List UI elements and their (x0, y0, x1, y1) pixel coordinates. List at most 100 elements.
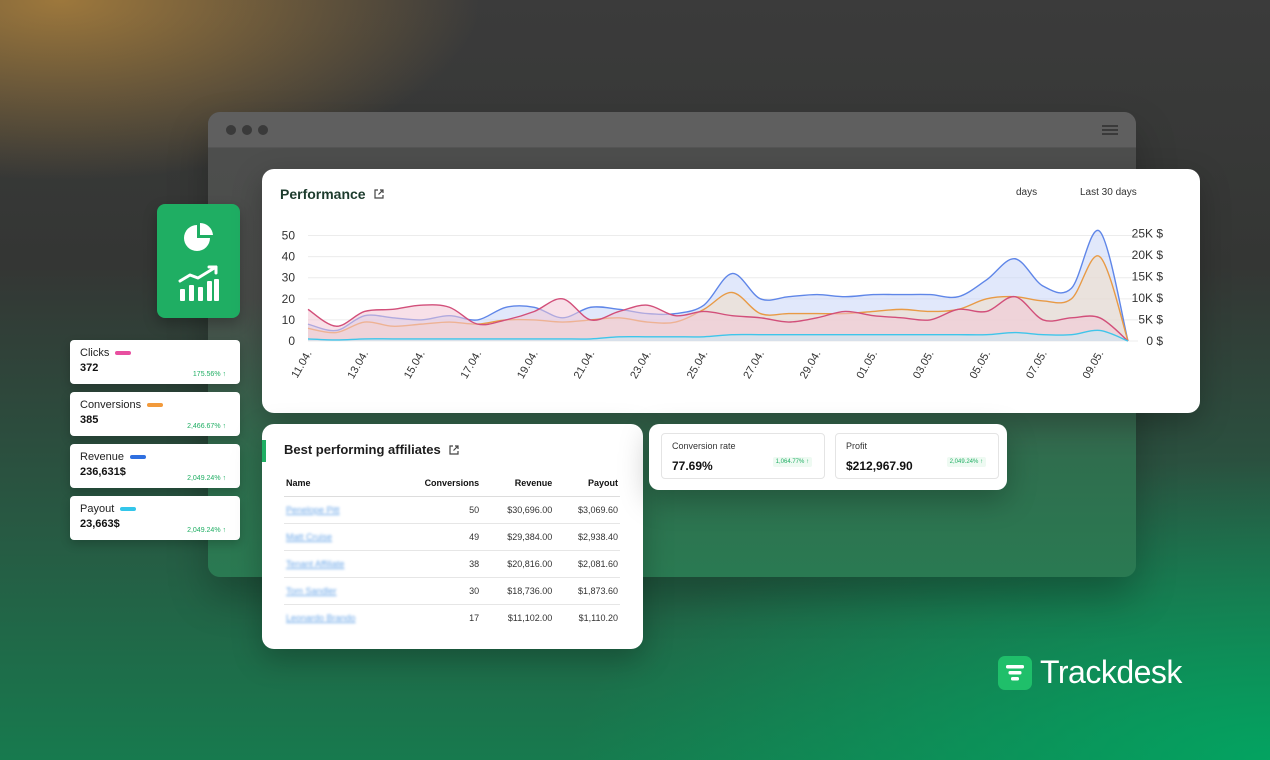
series-line (307, 329, 1129, 342)
metric-change-badge: 1,064.77% ↑ (772, 457, 812, 467)
table-cell: $11,102.00 (481, 604, 555, 632)
column-header[interactable]: Conversions (424, 478, 480, 488)
affiliates-title: Best performing affiliates (284, 442, 459, 457)
column-header[interactable]: Name (286, 478, 311, 488)
series-line (307, 296, 1129, 342)
metric-label: Conversion rate (672, 441, 736, 451)
column-header[interactable]: Revenue (514, 478, 553, 488)
affiliate-name-link[interactable]: Tenant Affiliate (286, 559, 345, 569)
column-header[interactable]: Payout (587, 478, 618, 488)
table-cell: 49 (393, 523, 482, 551)
window-dot-icon (242, 124, 252, 135)
x-tick-label: 07.05. (1024, 349, 1050, 381)
stat-color-swatch (115, 351, 132, 355)
stat-color-swatch (147, 403, 164, 407)
y-right-tick-label: 15K $ (1132, 270, 1164, 284)
pie-chart-icon (183, 222, 213, 251)
stat-color-swatch (120, 507, 137, 511)
affiliate-name-link[interactable]: Tom Sandler (286, 586, 337, 596)
table-cell: $18,736.00 (481, 577, 555, 605)
stat-label: Revenue (80, 451, 125, 463)
metric-conversion-rate: Conversion rate 77.69% 1,064.77% ↑ (661, 433, 825, 479)
y-tick-label: 10 (282, 313, 296, 327)
metric-value: $212,967.90 (846, 459, 913, 473)
affiliate-cell: Penelope Pitt (284, 497, 394, 524)
affiliate-name-link[interactable]: Penelope Pitt (286, 505, 340, 515)
metric-change-badge: 2,049.24% ↑ (946, 457, 986, 467)
table-cell: $20,816.00 (481, 550, 555, 578)
x-tick-label: 27.04. (741, 349, 767, 381)
series-area (308, 330, 1128, 341)
performance-title: Performance (280, 186, 384, 202)
analytics-tile (157, 204, 240, 318)
period-selector[interactable]: Last 30 days (1080, 187, 1137, 198)
y-tick-label: 30 (282, 271, 296, 285)
affiliates-title-text: Best performing affiliates (284, 442, 441, 457)
stat-value: 372 (80, 362, 99, 374)
x-tick-label: 15.04. (402, 349, 428, 381)
x-tick-label: 13.04. (345, 349, 371, 381)
y-tick-label: 40 (282, 250, 296, 264)
brand: Trackdesk (998, 654, 1182, 691)
stat-change: 2,049.24% ↑ (187, 527, 226, 534)
x-tick-label: 11.04. (289, 349, 314, 381)
table-cell: $3,069.60 (577, 505, 618, 515)
external-link-icon[interactable] (373, 189, 384, 199)
affiliate-name-link[interactable]: Leonardo Brando (286, 613, 356, 624)
metric-value: 77.69% (672, 459, 713, 473)
brand-name: Trackdesk (1040, 654, 1182, 690)
table-cell: 50 (469, 505, 480, 515)
stat-label: Clicks (80, 347, 110, 359)
x-tick-label: 03.05. (911, 349, 937, 381)
x-tick-label: 25.04. (685, 349, 711, 381)
stat-label: Payout (80, 503, 115, 515)
performance-chart: 0 10 20 30 40 50 0 $ 5K $ 10K $ 15K $ 20K $ 25K $ 11… (282, 227, 1164, 381)
stat-card-conversions: Conversions 385 2,466.67% ↑ (70, 392, 240, 436)
stat-card-revenue: Revenue 236,631$ 2,049.24% ↑ (70, 444, 240, 488)
stat-change: 2,466.67% ↑ (187, 423, 226, 430)
x-tick-label: 09.05. (1081, 349, 1107, 381)
stat-change: 2,049.24% ↑ (187, 475, 226, 482)
stat-color-swatch (130, 455, 147, 459)
affiliate-cell: Matt Cruise (284, 523, 394, 551)
stat-label-row: Revenue (80, 451, 230, 463)
x-tick-label: 19.04. (515, 349, 541, 381)
table-row: Tom Sandler 30 $18,736.00 $1,873.60 (284, 577, 620, 605)
y-tick-label: 50 (282, 229, 296, 243)
table-cell: $30,696.00 (507, 505, 553, 515)
y-right-tick-label: 20K $ (1132, 248, 1164, 262)
affiliate-cell: Tom Sandler (284, 577, 394, 605)
table-row: Leonardo Brando 17 $11,102.00 $1,110.20 (284, 604, 620, 632)
stat-label-row: Payout (80, 503, 230, 515)
table-row: Penelope Pitt 50 $30,696.00 $3,069.60 (284, 497, 620, 524)
affiliate-name-link[interactable]: Matt Cruise (286, 532, 333, 542)
table-cell: $29,384.00 (481, 523, 555, 551)
metric-profit: Profit $212,967.90 2,049.24% ↑ (835, 433, 999, 479)
table-row: Tenant Affiliate 38 $20,816.00 $2,081.60 (284, 550, 620, 578)
hamburger-menu-icon[interactable] (1102, 123, 1118, 137)
browser-titlebar (208, 112, 1136, 148)
performance-title-text: Performance (280, 186, 366, 202)
stat-label: Conversions (80, 399, 142, 411)
table-cell: $2,081.60 (554, 550, 620, 578)
metrics-card: Conversion rate 77.69% 1,064.77% ↑ Profi… (649, 424, 1007, 490)
period-option-partial[interactable]: days (1016, 187, 1038, 198)
external-link-icon[interactable] (449, 444, 459, 455)
stat-card-payout: Payout 23,663$ 2,049.24% ↑ (70, 496, 240, 540)
y-tick-label: 20 (282, 292, 296, 306)
stat-label-row: Clicks (80, 347, 230, 359)
stat-label-row: Conversions (80, 399, 230, 411)
y-right-tick-label: 10K $ (1132, 291, 1164, 305)
x-tick-label: 05.05. (968, 349, 994, 381)
y-right-tick-label: 25K $ (1132, 227, 1164, 241)
card-accent (262, 440, 266, 462)
stat-value: 236,631$ (80, 466, 126, 478)
stat-value: 23,663$ (80, 518, 120, 530)
table-cell: 38 (393, 550, 482, 578)
table-row: Matt Cruise 49 $29,384.00 $2,938.40 (284, 523, 620, 551)
y-right-tick-label: 0 $ (1146, 334, 1163, 348)
affiliates-card: Best performing affiliates Name Conversi… (262, 424, 643, 649)
table-cell: $2,938.40 (554, 523, 620, 551)
performance-card: Performance days Last 30 days 0 10 20 30 40 5… (262, 169, 1200, 413)
trackdesk-logo-icon (998, 655, 1032, 690)
